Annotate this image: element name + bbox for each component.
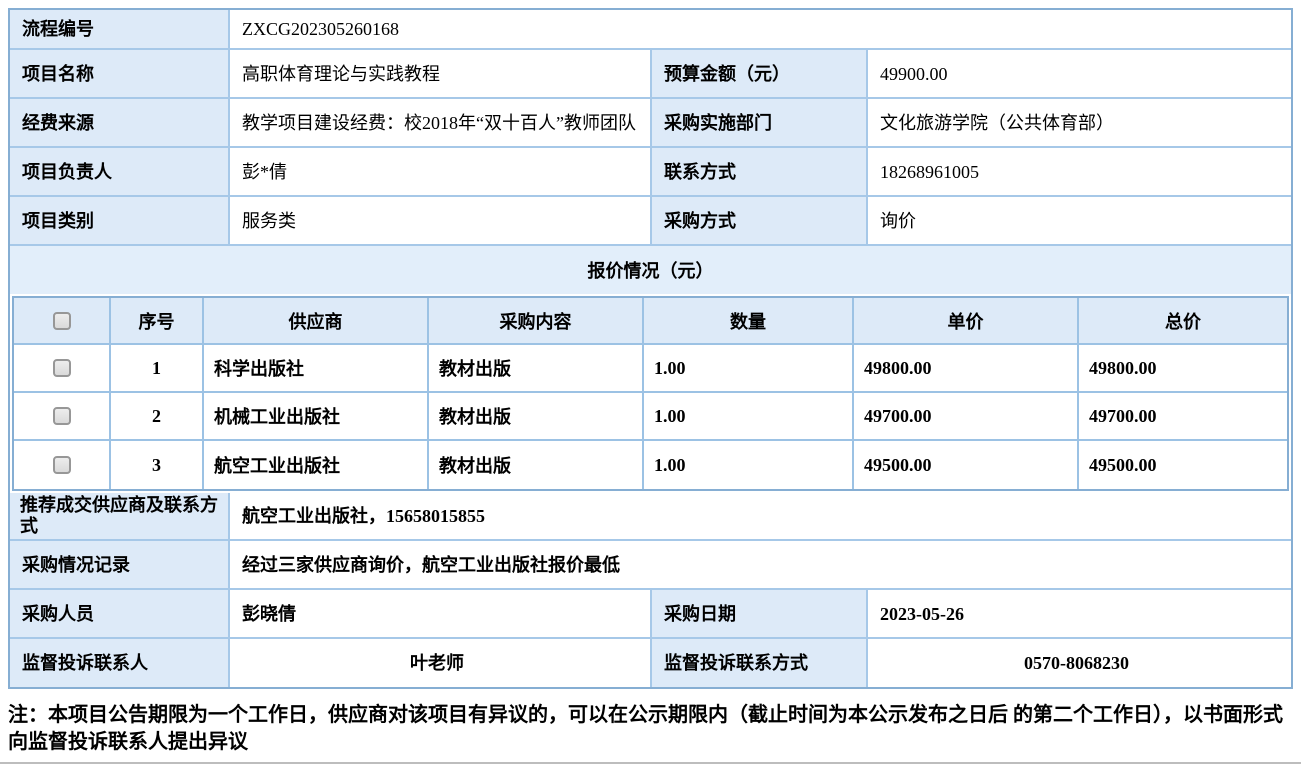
- quote-content: 教材出版: [429, 345, 644, 391]
- select-all-cell: [14, 298, 111, 343]
- announcement-note: 注：本项目公告期限为一个工作日，供应商对该项目有异议的，可以在公示期限内（截止时…: [8, 704, 1283, 753]
- contact-label: 联系方式: [652, 148, 868, 195]
- contact-value: 18268961005: [880, 161, 979, 182]
- purchasing-dept-label: 采购实施部门: [652, 99, 868, 146]
- purchase-record-value: 经过三家供应商询价，航空工业出版社报价最低: [242, 554, 620, 575]
- quote-unit-price: 49800.00: [854, 345, 1079, 391]
- project-name-value: 高职体育理论与实践教程: [230, 50, 652, 97]
- supervision-phone-value: 0570-8068230: [1024, 653, 1129, 673]
- budget-value: 49900.00: [880, 63, 948, 84]
- quote-no: 1: [111, 345, 204, 391]
- purchaser-label: 采购人员: [10, 590, 230, 637]
- project-name-label: 项目名称: [10, 50, 230, 97]
- purchase-date-label: 采购日期: [652, 590, 868, 637]
- project-category-label: 项目类别: [10, 197, 230, 244]
- quote-table: 序号 供应商 采购内容 数量 单价 总价 1 科学出版社 教材出版 1.00 4…: [12, 296, 1289, 491]
- quote-supplier: 科学出版社: [204, 345, 429, 391]
- col-header-qty: 数量: [644, 298, 854, 343]
- table-row-project-leader: 项目负责人 彭*倩 联系方式 18268961005: [10, 148, 1291, 197]
- budget-label: 预算金额（元）: [652, 50, 868, 97]
- recommended-supplier-label: 推荐成交供应商及联系方式: [10, 493, 230, 539]
- row-checkbox-cell: [14, 345, 111, 391]
- procurement-announcement: 流程编号 ZXCG202305260168 项目名称 高职体育理论与实践教程 预…: [8, 8, 1293, 756]
- purchase-record-label: 采购情况记录: [10, 541, 230, 588]
- process-no-value: ZXCG202305260168: [242, 19, 399, 39]
- col-header-no: 序号: [111, 298, 204, 343]
- purchase-method-value: 询价: [880, 210, 916, 231]
- process-no-label: 流程编号: [10, 10, 230, 48]
- table-row-project-category: 项目类别 服务类 采购方式 询价: [10, 197, 1291, 246]
- purchasing-dept-value: 文化旅游学院（公共体育部）: [880, 112, 1114, 133]
- quote-row: 1 科学出版社 教材出版 1.00 49800.00 49800.00: [14, 345, 1287, 393]
- col-header-unit-price: 单价: [854, 298, 1079, 343]
- quote-unit-price: 49500.00: [854, 441, 1079, 489]
- project-leader-label: 项目负责人: [10, 148, 230, 195]
- quote-unit-price: 49700.00: [854, 393, 1079, 439]
- quote-total-price: 49800.00: [1089, 357, 1157, 378]
- recommended-supplier-value: 航空工业出版社，15658015855: [242, 506, 485, 526]
- table-row-purchase-record: 采购情况记录 经过三家供应商询价，航空工业出版社报价最低: [10, 541, 1291, 590]
- table-row-recommended-supplier: 推荐成交供应商及联系方式 航空工业出版社，15658015855: [10, 493, 1291, 541]
- page-bottom-divider: [0, 762, 1301, 764]
- row-checkbox-cell: [14, 441, 111, 489]
- quote-total-price: 49500.00: [1089, 454, 1157, 475]
- fund-source-label: 经费来源: [10, 99, 230, 146]
- quote-row: 3 航空工业出版社 教材出版 1.00 49500.00 49500.00: [14, 441, 1287, 489]
- table-row-supervision-contact: 监督投诉联系人 叶老师 监督投诉联系方式 0570-8068230: [10, 639, 1291, 687]
- quote-qty: 1.00: [644, 345, 854, 391]
- quote-header-row: 序号 供应商 采购内容 数量 单价 总价: [14, 298, 1287, 345]
- quote-content: 教材出版: [429, 441, 644, 489]
- supervision-contact-value: 叶老师: [230, 639, 652, 687]
- fund-source-value: 教学项目建设经费：校2018年“双十百人”教师团队: [230, 99, 652, 146]
- select-all-checkbox[interactable]: [52, 311, 71, 330]
- row-checkbox[interactable]: [52, 456, 71, 474]
- quote-supplier: 机械工业出版社: [204, 393, 429, 439]
- quote-row: 2 机械工业出版社 教材出版 1.00 49700.00 49700.00: [14, 393, 1287, 441]
- table-row-process-no: 流程编号 ZXCG202305260168: [10, 10, 1291, 50]
- quote-no: 3: [111, 441, 204, 489]
- row-checkbox[interactable]: [52, 359, 71, 377]
- quote-supplier: 航空工业出版社: [204, 441, 429, 489]
- supervision-contact-label: 监督投诉联系人: [10, 639, 230, 687]
- info-table: 流程编号 ZXCG202305260168 项目名称 高职体育理论与实践教程 预…: [8, 8, 1293, 689]
- row-checkbox-cell: [14, 393, 111, 439]
- project-leader-value: 彭*倩: [230, 148, 652, 195]
- purchaser-value: 彭晓倩: [230, 590, 652, 637]
- col-header-supplier: 供应商: [204, 298, 429, 343]
- quote-section-title: 报价情况（元）: [10, 246, 1291, 294]
- row-checkbox[interactable]: [52, 407, 71, 425]
- quote-content: 教材出版: [429, 393, 644, 439]
- quote-total-price: 49700.00: [1089, 405, 1157, 426]
- col-header-content: 采购内容: [429, 298, 644, 343]
- purchase-date-value: 2023-05-26: [880, 603, 964, 624]
- quote-qty: 1.00: [644, 441, 854, 489]
- table-row-purchaser: 采购人员 彭晓倩 采购日期 2023-05-26: [10, 590, 1291, 639]
- table-row-fund-source: 经费来源 教学项目建设经费：校2018年“双十百人”教师团队 采购实施部门 文化…: [10, 99, 1291, 148]
- quote-no: 2: [111, 393, 204, 439]
- quote-qty: 1.00: [644, 393, 854, 439]
- col-header-total-price: 总价: [1165, 311, 1201, 332]
- table-row-project-name: 项目名称 高职体育理论与实践教程 预算金额（元） 49900.00: [10, 50, 1291, 99]
- project-category-value: 服务类: [230, 197, 652, 244]
- supervision-phone-label: 监督投诉联系方式: [652, 639, 868, 687]
- purchase-method-label: 采购方式: [652, 197, 868, 244]
